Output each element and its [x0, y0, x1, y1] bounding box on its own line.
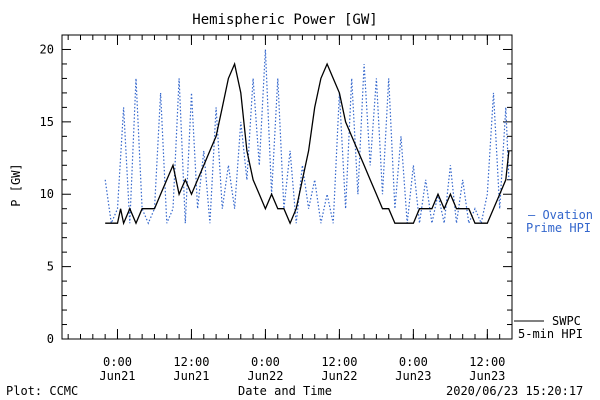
ovation-prime-series — [104, 49, 510, 226]
y-tick-label: 20 — [40, 42, 54, 56]
legend-ovation-line1: — Ovation — [528, 208, 594, 222]
y-tick-label: 5 — [47, 260, 54, 274]
y-tick-label: 0 — [47, 332, 54, 346]
x-tick-label-time: 12:00 — [173, 355, 209, 369]
y-axis-label: P [GW] — [9, 163, 23, 207]
series-layer — [104, 49, 510, 226]
y-tick-label: 10 — [40, 187, 54, 201]
x-tick-label-date: Jun23 — [469, 369, 505, 383]
x-tick-label-date: Jun21 — [99, 369, 135, 383]
x-tick-label-date: Jun23 — [395, 369, 431, 383]
legend-swpc-line2: 5-min HPI — [518, 327, 584, 341]
plot-credit: Plot: CCMC — [6, 384, 79, 398]
tick-layer: 051015200:00Jun2112:00Jun210:00Jun2212:0… — [40, 34, 513, 383]
swpc-hpi-series — [105, 61, 510, 226]
plot-timestamp: 2020/06/23 15:20:17 — [446, 384, 584, 398]
x-tick-label-time: 12:00 — [321, 355, 357, 369]
x-axis-label: Date and Time — [238, 384, 332, 398]
x-tick-label-time: 12:00 — [469, 355, 505, 369]
y-tick-label: 15 — [40, 115, 54, 129]
x-tick-label-time: 0:00 — [399, 355, 428, 369]
x-tick-label-date: Jun21 — [173, 369, 209, 383]
legend-swpc-line1: SWPC — [552, 314, 581, 328]
x-tick-label-date: Jun22 — [247, 369, 283, 383]
legend-ovation-line2: Prime HPI — [526, 221, 592, 235]
x-tick-label-time: 0:00 — [251, 355, 280, 369]
plot-frame — [61, 34, 513, 340]
legend-swpc-swatch — [514, 320, 544, 322]
x-tick-label-date: Jun22 — [321, 369, 357, 383]
x-tick-label-time: 0:00 — [103, 355, 132, 369]
chart-title: Hemispheric Power [GW] — [192, 12, 378, 28]
